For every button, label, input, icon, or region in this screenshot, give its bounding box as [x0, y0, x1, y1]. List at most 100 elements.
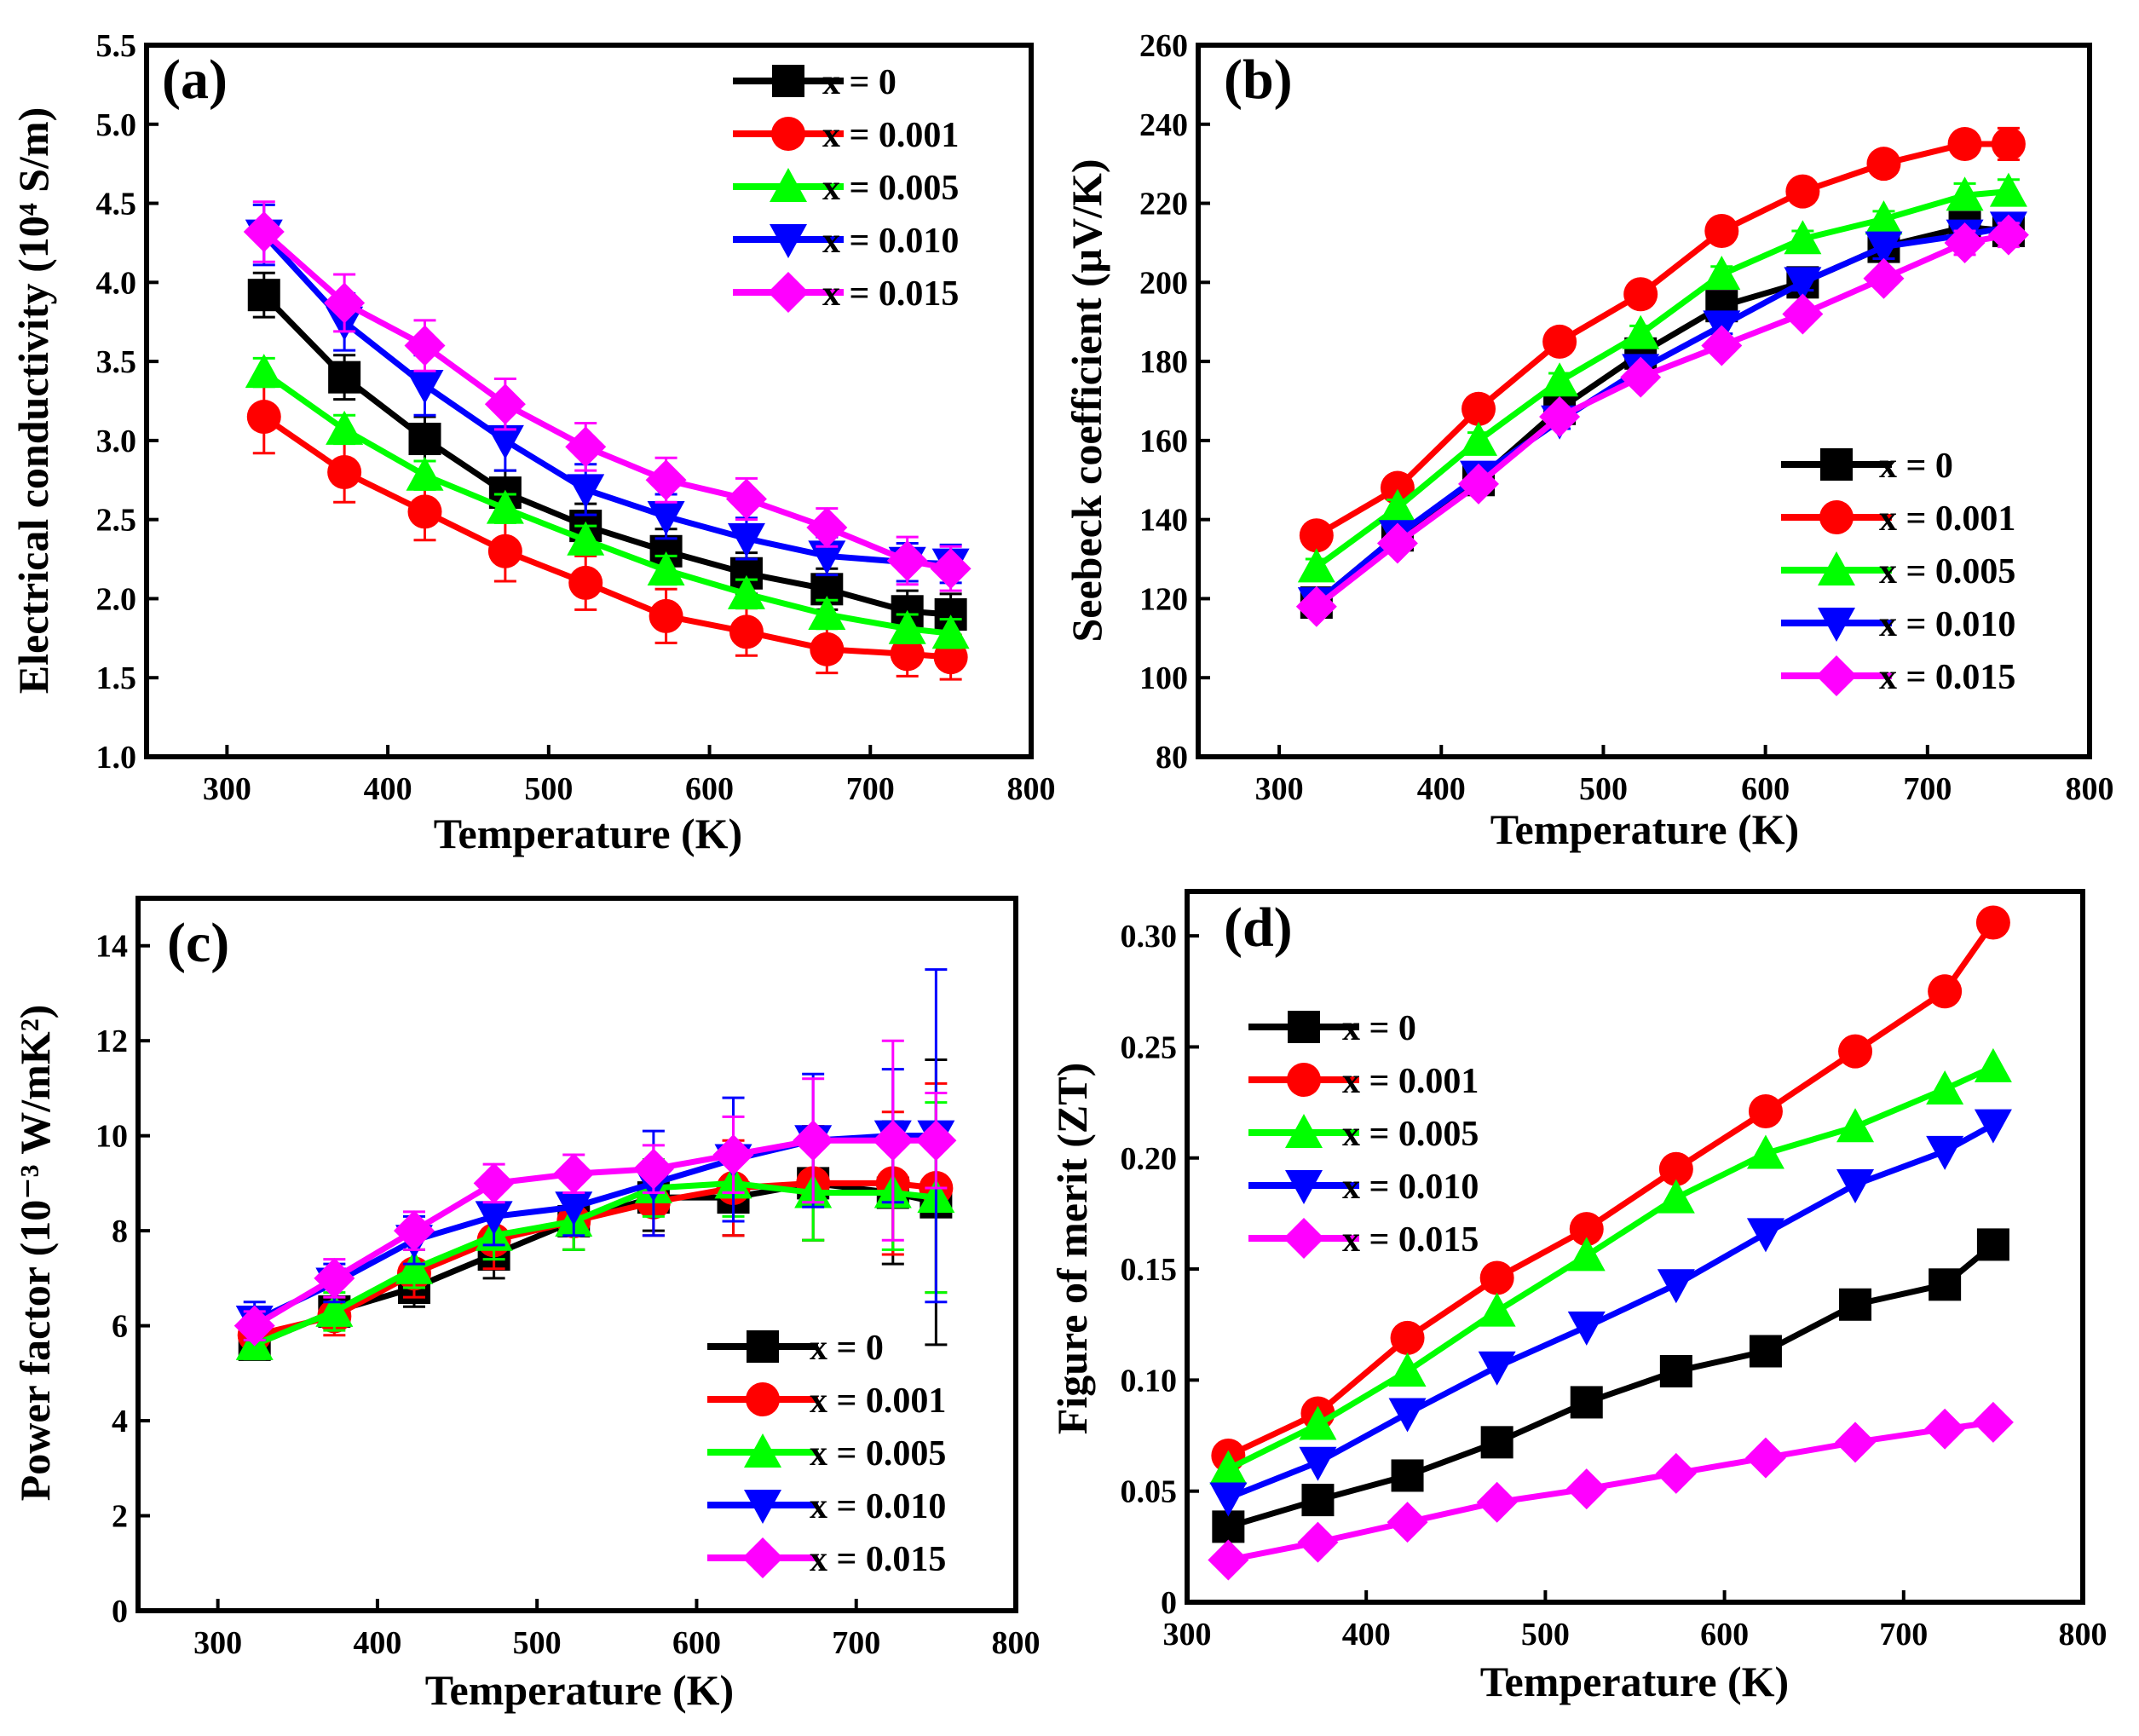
- data-point: [408, 423, 441, 456]
- series-x-0-005: [1297, 172, 2027, 583]
- plot-frame: [144, 43, 1034, 759]
- data-point: [890, 637, 925, 672]
- data-point: [1209, 1482, 1248, 1517]
- data-point: [1565, 1468, 1607, 1510]
- data-point: [1208, 1539, 1249, 1581]
- series-line: [1226, 920, 1996, 1459]
- legend-marker: [770, 168, 807, 202]
- y-axis-title: Electrical conductivity (10⁴ S/m): [9, 107, 57, 694]
- data-point: [1838, 1034, 1873, 1069]
- data-point: [1620, 356, 1662, 398]
- data-point: [1947, 126, 1982, 161]
- x-axis-title: Temperature (K): [1480, 1658, 1789, 1705]
- legend-marker: [772, 65, 804, 97]
- data-point: [473, 1162, 515, 1204]
- series-x-0-005: [245, 354, 970, 649]
- series-line: [262, 414, 951, 660]
- data-point: [1567, 1311, 1606, 1346]
- plot-frame: [1185, 889, 2085, 1605]
- plot-frame: [135, 896, 1018, 1613]
- data-point: [1569, 1212, 1604, 1247]
- x-tick-label: 300: [203, 771, 251, 807]
- x-tick-label: 800: [2066, 771, 2114, 807]
- legend-label: x = 0.005: [810, 1434, 946, 1474]
- legend-label: x = 0: [1879, 447, 1953, 486]
- data-point: [1388, 1398, 1427, 1433]
- series-line: [1314, 232, 2009, 609]
- data-point: [1380, 470, 1415, 505]
- series-x-0-010: [1209, 1109, 2012, 1517]
- data-point: [649, 598, 683, 633]
- panel-label: (a): [162, 49, 228, 111]
- data-point: [567, 521, 605, 556]
- data-point: [1299, 518, 1334, 553]
- data-point: [1836, 1169, 1875, 1204]
- x-tick-label: 600: [1700, 1617, 1749, 1652]
- data-point: [565, 426, 607, 468]
- data-point: [1541, 362, 1579, 397]
- legend-label: x = 0.015: [810, 1540, 946, 1579]
- data-point: [1704, 214, 1739, 249]
- data-point: [234, 1305, 275, 1347]
- y-tick-label: 0.10: [1121, 1363, 1178, 1399]
- y-tick-label: 8: [112, 1214, 128, 1249]
- data-point: [1462, 391, 1496, 426]
- data-point: [1976, 1228, 2009, 1261]
- x-tick-label: 600: [1741, 771, 1790, 807]
- data-point: [1299, 1446, 1337, 1481]
- x-tick-label: 500: [1521, 1617, 1570, 1652]
- y-tick-label: 0.05: [1121, 1474, 1178, 1510]
- data-point: [245, 354, 283, 389]
- data-point: [808, 540, 846, 575]
- y-tick-label: 3.5: [96, 344, 137, 380]
- x-tick-label: 600: [685, 771, 734, 807]
- x-tick-label: 400: [1417, 771, 1466, 807]
- data-point: [1623, 277, 1658, 312]
- data-point: [1836, 1108, 1875, 1143]
- y-tick-label: 0.15: [1121, 1252, 1178, 1288]
- series-line: [1227, 1242, 1996, 1530]
- legend-marker: [1285, 1170, 1323, 1204]
- data-point: [1749, 1335, 1782, 1368]
- y-tick-label: 3.0: [96, 424, 137, 459]
- data-point: [1480, 1426, 1513, 1459]
- y-tick-label: 10: [95, 1119, 128, 1155]
- legend-marker: [771, 117, 805, 151]
- data-point: [327, 455, 362, 489]
- data-point: [407, 494, 442, 529]
- y-axis-title: Seebeck coefficient (μV/K): [1063, 159, 1110, 642]
- legend-label: x = 0.010: [810, 1487, 946, 1526]
- data-point: [1946, 176, 1984, 211]
- y-tick-label: 1.5: [96, 660, 137, 696]
- y-axis-title: Figure of merit (ZT): [1048, 1063, 1096, 1434]
- data-point: [1929, 1268, 1962, 1301]
- series-line: [1227, 1122, 1995, 1501]
- data-point: [1658, 1151, 1693, 1186]
- legend-label: x = 0.015: [1342, 1220, 1479, 1260]
- y-tick-label: 12: [95, 1024, 128, 1059]
- data-point: [1975, 905, 2010, 940]
- x-tick-label: 700: [846, 771, 895, 807]
- y-axis-title: Power factor (10⁻³ W/mK²): [11, 1005, 59, 1502]
- y-tick-label: 5.5: [96, 28, 137, 64]
- legend-marker: [1818, 608, 1855, 642]
- data-point: [1974, 1109, 2012, 1144]
- series-x-0-015: [1295, 214, 2029, 627]
- series-x-0-015: [1208, 1401, 2014, 1581]
- x-tick-label: 400: [364, 771, 412, 807]
- series-line: [1226, 1064, 1995, 1472]
- legend: x = 0 x = 0.001 x = 0.005 x = 0.010 x = 0.01…: [733, 63, 959, 314]
- data-point: [404, 325, 446, 366]
- data-point: [1295, 585, 1337, 627]
- data-point: [1987, 214, 2029, 256]
- data-point: [1542, 324, 1577, 359]
- series-line: [252, 1137, 937, 1329]
- series-line: [262, 292, 951, 618]
- series-line: [1227, 1419, 1994, 1563]
- data-point: [393, 1210, 435, 1252]
- data-point: [1299, 1405, 1337, 1440]
- y-tick-label: 4: [112, 1404, 128, 1439]
- series-line: [262, 229, 952, 572]
- legend-marker: [768, 272, 809, 313]
- y-tick-label: 6: [112, 1309, 128, 1345]
